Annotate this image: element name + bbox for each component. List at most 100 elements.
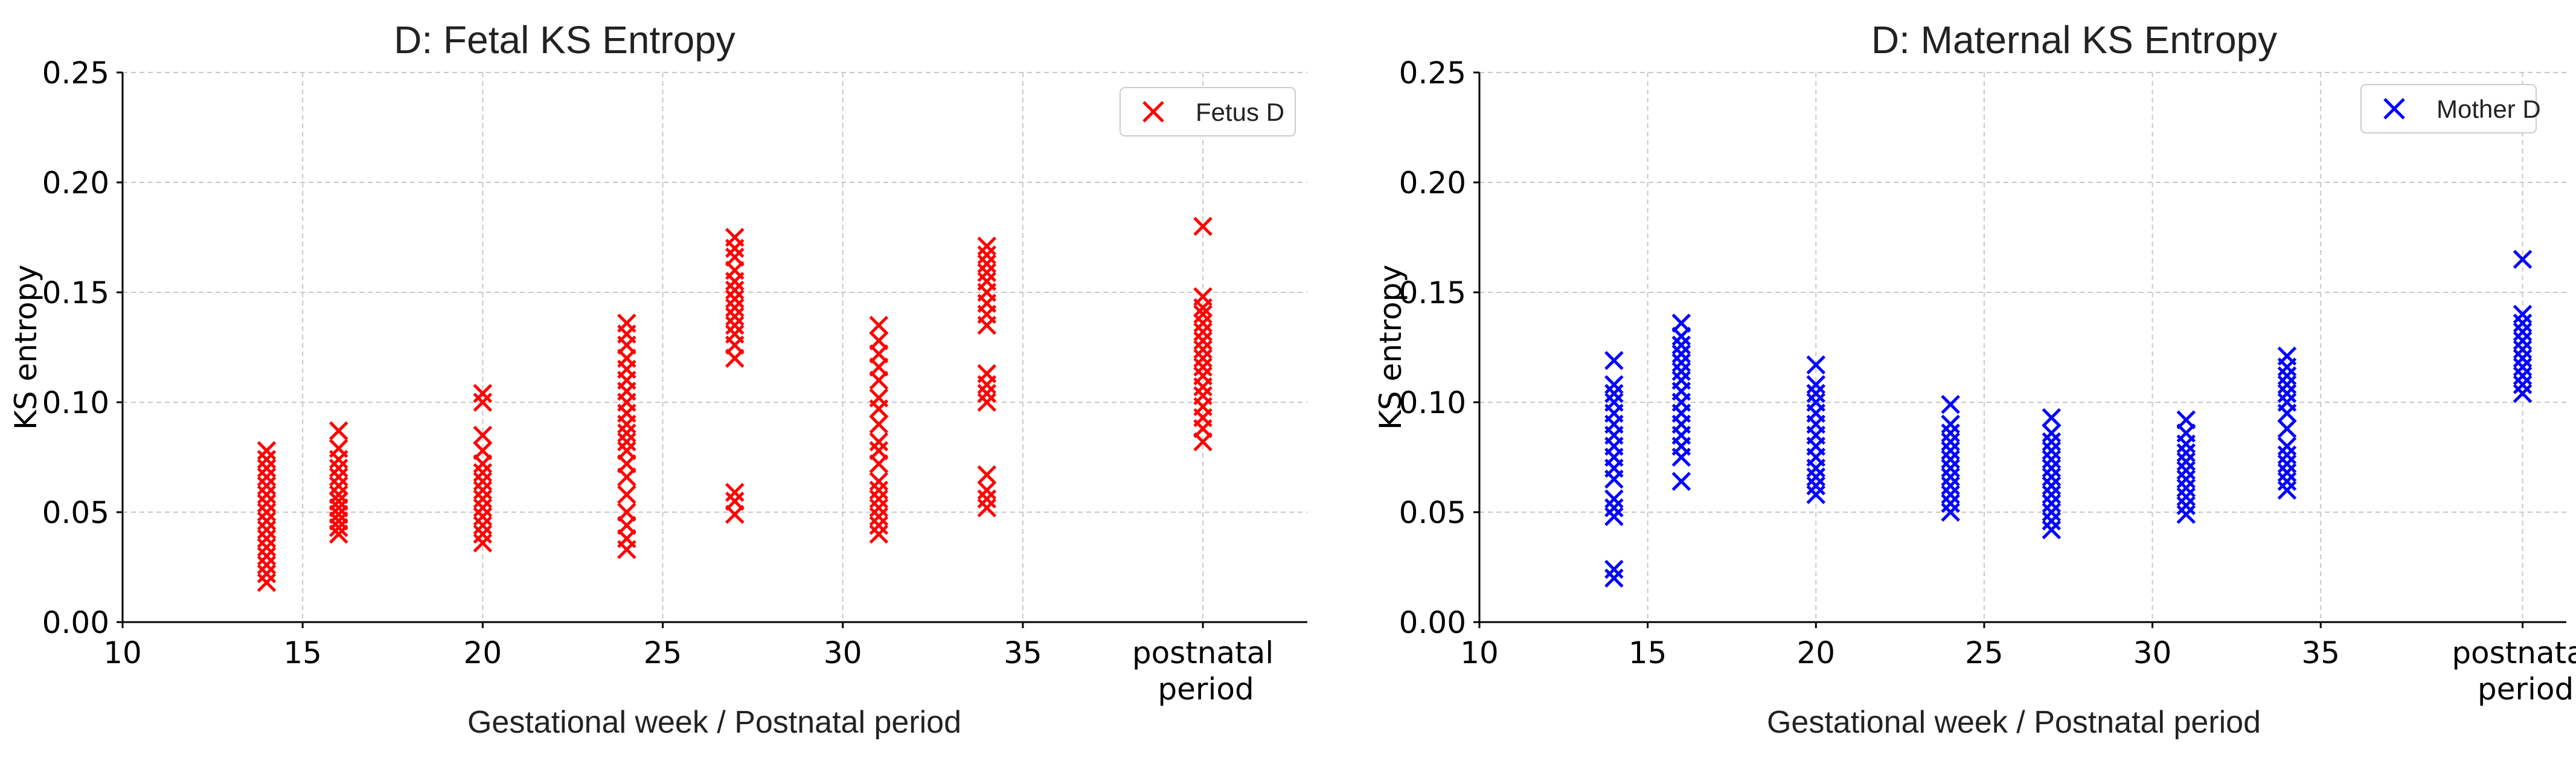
data-point (1941, 423, 1960, 443)
data-point (1941, 394, 1960, 414)
y-tick-label: 0.05 (42, 495, 109, 530)
data-point (725, 483, 745, 503)
data-point (1604, 568, 1624, 588)
data-point (1941, 414, 1960, 434)
data-point (2042, 458, 2062, 478)
data-point (977, 236, 997, 256)
data-point (1806, 467, 1826, 487)
data-point (2513, 322, 2533, 342)
data-point (257, 441, 277, 460)
data-point (2042, 423, 2062, 443)
x-tick-label: 20 (1796, 635, 1835, 670)
data-point (977, 393, 997, 412)
data-point (725, 307, 745, 326)
data-point (2042, 485, 2062, 504)
x-tick-label-line: period (2478, 672, 2574, 707)
data-point (2513, 331, 2533, 350)
data-point (977, 498, 997, 518)
data-point (1671, 472, 1691, 491)
data-point (869, 315, 889, 335)
data-point (473, 463, 493, 483)
chart-panel-1: D: Fetal KS Entropy 0.00 0.05 0.10 0.15 0.20 0… (8, 18, 1307, 740)
data-point (725, 280, 745, 300)
series-mother-d (1604, 249, 2533, 588)
data-point (1604, 375, 1624, 394)
data-point (2513, 357, 2533, 377)
data-point (2513, 304, 2533, 324)
y-tick-label: 0.25 (42, 56, 109, 91)
legend: Fetus D (1120, 87, 1296, 137)
data-point (725, 315, 745, 335)
data-point (329, 458, 348, 478)
x-tick-label: 20 (464, 635, 502, 670)
data-point (257, 449, 277, 469)
data-point (1671, 370, 1691, 390)
data-point (1193, 357, 1213, 377)
data-point (257, 520, 277, 539)
legend-box (1120, 87, 1296, 137)
data-point (617, 441, 636, 460)
legend: Mother D (2360, 84, 2541, 133)
data-point (2042, 432, 2062, 452)
data-point (617, 485, 636, 504)
data-point (2042, 467, 2062, 487)
data-point (1671, 344, 1691, 364)
data-point (2176, 443, 2196, 463)
data-point (1806, 476, 1826, 496)
data-point (2042, 511, 2062, 531)
data-point (1193, 366, 1213, 386)
data-point (869, 472, 889, 491)
data-point (869, 432, 889, 452)
data-point (1604, 351, 1624, 370)
data-point (977, 364, 997, 384)
data-point (1604, 559, 1624, 579)
x-tick-label: 15 (283, 635, 322, 670)
data-point (1604, 507, 1624, 527)
data-point (2176, 452, 2196, 472)
data-point (257, 555, 277, 575)
data-point (257, 564, 277, 583)
data-point (473, 524, 493, 544)
data-point (473, 516, 493, 535)
data-point (2277, 384, 2297, 403)
data-point (1806, 375, 1826, 394)
data-point (977, 489, 997, 509)
data-point (257, 547, 277, 566)
data-point (869, 498, 889, 518)
data-point (2176, 410, 2196, 429)
data-point (1193, 386, 1213, 405)
data-point (2277, 393, 2297, 412)
data-point (329, 476, 348, 496)
data-point (1193, 217, 1213, 236)
chart-title: D: Maternal KS Entropy (1871, 18, 2277, 62)
x-tick-label: 35 (1004, 635, 1042, 670)
data-point (257, 503, 277, 522)
data-point (1671, 362, 1691, 381)
data-point (1671, 353, 1691, 373)
data-point (617, 423, 636, 443)
data-point (869, 524, 889, 544)
y-tick-label: 0.20 (42, 165, 109, 201)
data-point (2277, 346, 2297, 366)
x-tick-label: 30 (824, 635, 862, 670)
data-point (257, 476, 277, 496)
data-point (1193, 322, 1213, 342)
data-point (2176, 504, 2196, 524)
data-point (257, 493, 277, 513)
data-point (1806, 393, 1826, 412)
y-tick-label: 0.10 (42, 385, 109, 420)
data-point (1604, 489, 1624, 509)
data-point (1941, 493, 1960, 513)
data-point (1941, 503, 1960, 522)
data-point (1806, 355, 1826, 374)
data-point (257, 573, 277, 593)
data-point (329, 485, 348, 504)
y-tick-label: 0.00 (1399, 605, 1466, 640)
legend-label: Mother D (2437, 95, 2541, 123)
data-point (2277, 419, 2297, 438)
data-point (2277, 480, 2297, 500)
data-point (977, 465, 997, 484)
data-point (2176, 469, 2196, 489)
